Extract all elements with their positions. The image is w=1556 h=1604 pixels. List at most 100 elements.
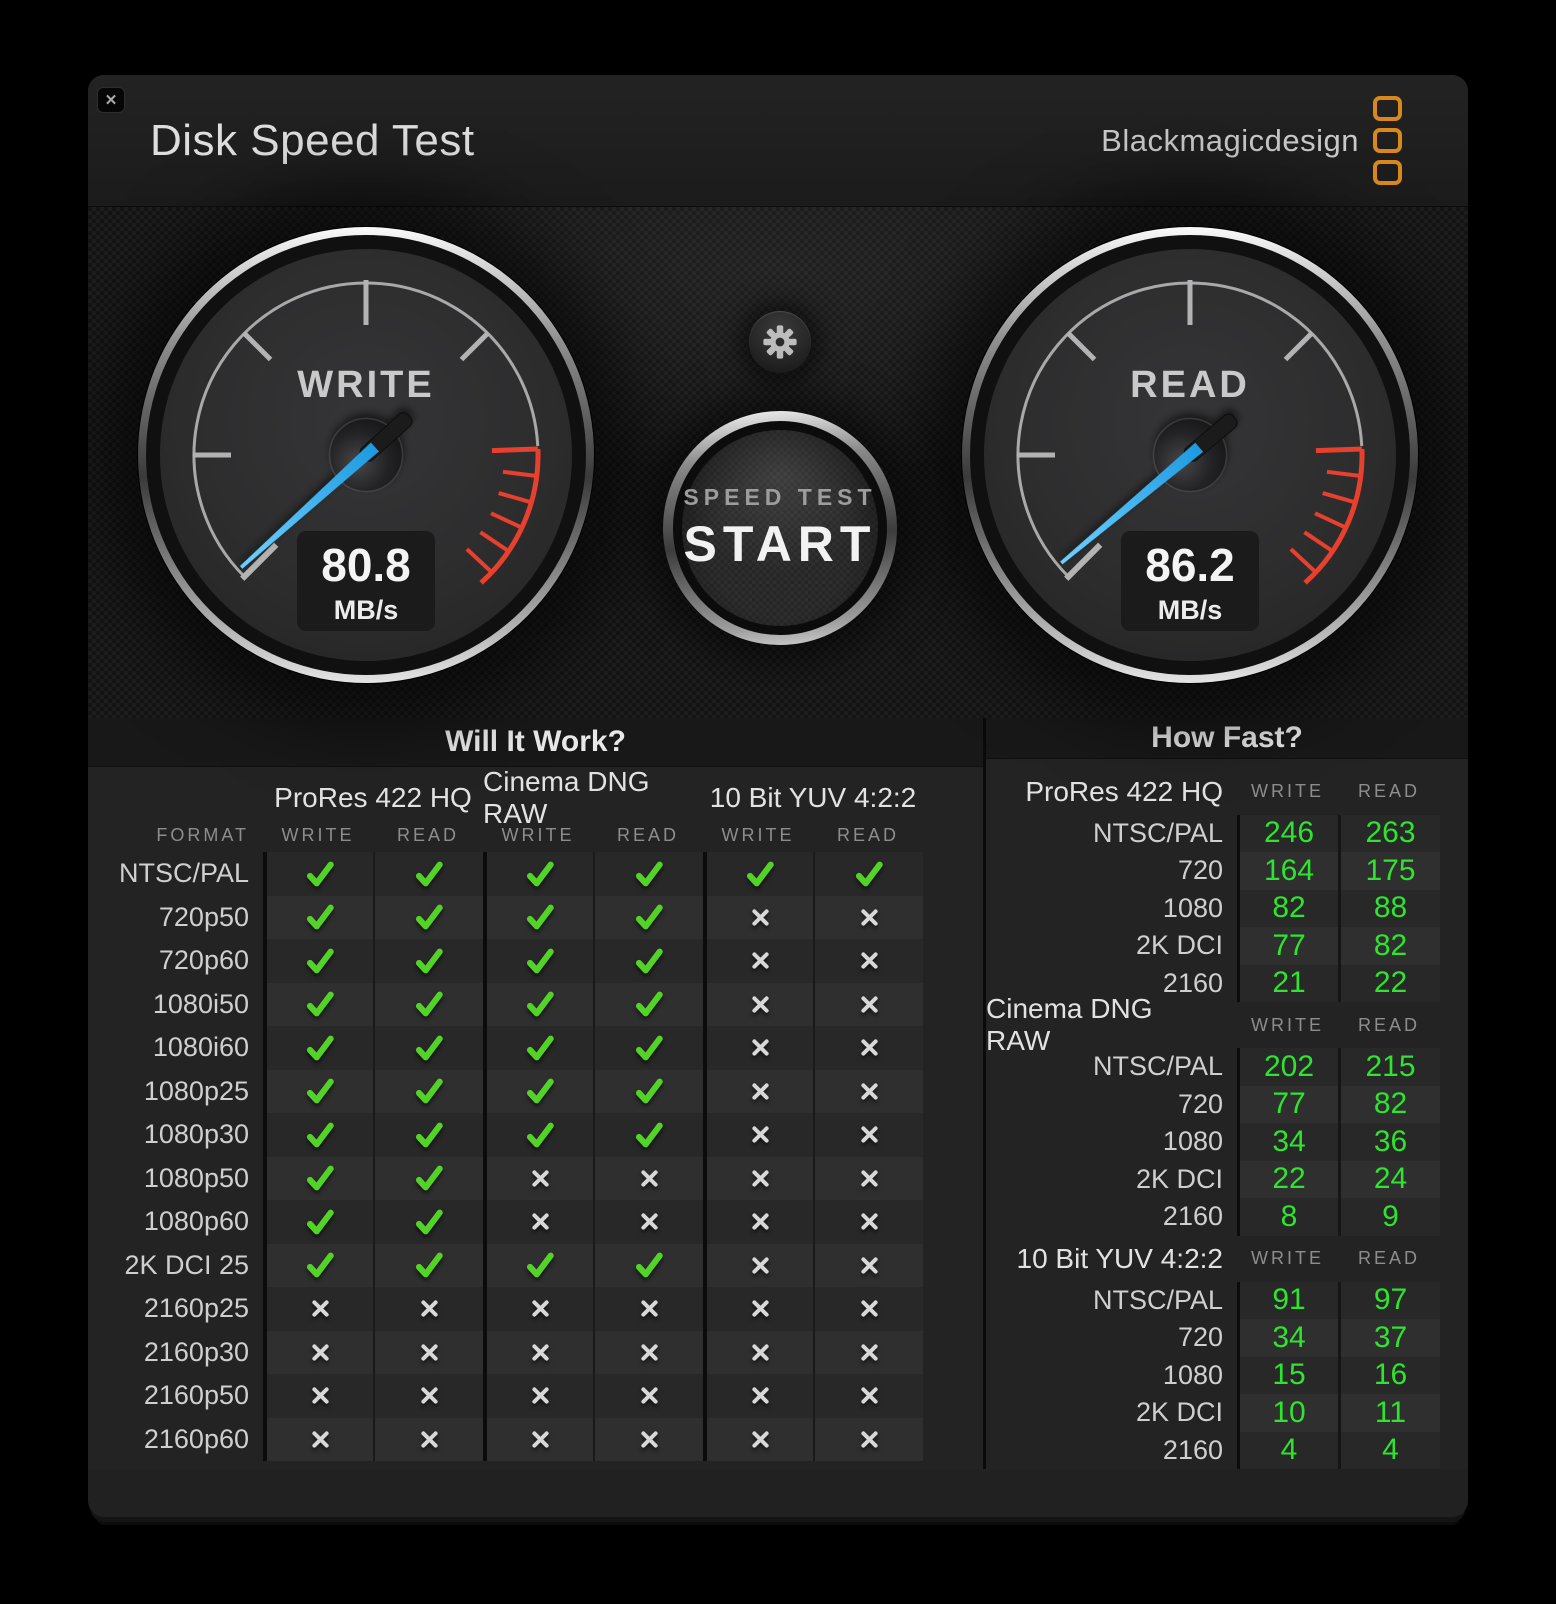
cross-icon bbox=[311, 1431, 329, 1448]
cross-icon bbox=[311, 1300, 329, 1317]
unsupported-cell bbox=[703, 1069, 813, 1113]
will-it-work-body: ProRes 422 HQ Cinema DNG RAW 10 Bit YUV 4:… bbox=[88, 766, 983, 1469]
supported-cell bbox=[483, 1026, 593, 1070]
write-speed-value: 80.8 bbox=[321, 539, 411, 591]
unsupported-cell bbox=[483, 1287, 593, 1331]
codec-group-label: 10 Bit YUV 4:2:2 bbox=[709, 782, 917, 813]
blackmagic-logo-text: Blackmagicdesign bbox=[1101, 122, 1359, 158]
read-column-header: READ bbox=[1357, 1248, 1420, 1268]
unsupported-cell bbox=[703, 939, 813, 983]
cross-icon bbox=[751, 1126, 769, 1143]
write-column-header: WRITE bbox=[1251, 781, 1324, 801]
format-label: 2K DCI bbox=[1135, 1163, 1223, 1194]
unsupported-cell bbox=[373, 1287, 483, 1331]
cross-icon bbox=[311, 1344, 329, 1361]
check-icon bbox=[526, 1035, 554, 1061]
supported-cell bbox=[593, 852, 703, 896]
unsupported-cell bbox=[263, 1417, 373, 1461]
cross-icon bbox=[531, 1431, 549, 1448]
gauge-section: WRITE 80.8 MB/s bbox=[88, 207, 1468, 718]
cross-icon bbox=[420, 1344, 438, 1361]
how-fast-header-bar: How Fast? bbox=[986, 718, 1468, 759]
write-speed-cell: 15 bbox=[1237, 1356, 1338, 1394]
write-speed-cell: 22 bbox=[1237, 1160, 1338, 1198]
cross-icon bbox=[860, 1170, 878, 1187]
unsupported-cell bbox=[593, 1417, 703, 1461]
check-icon bbox=[415, 1165, 443, 1191]
how-fast-grid: ProRes 422 HQ WRITE READ NTSC/PAL 246 263 720 1… bbox=[986, 769, 1468, 1469]
write-speed-unit: MB/s bbox=[334, 595, 399, 625]
supported-cell bbox=[593, 1113, 703, 1157]
start-button-face: SPEED TEST START bbox=[682, 430, 878, 626]
read-speed-value: 86.2 bbox=[1145, 539, 1235, 591]
cross-icon bbox=[420, 1387, 438, 1404]
write-speed-cell: 202 bbox=[1237, 1048, 1338, 1086]
supported-cell bbox=[373, 895, 483, 939]
check-icon bbox=[306, 1209, 334, 1235]
read-speed-cell: 16 bbox=[1338, 1356, 1440, 1394]
unsupported-cell bbox=[703, 1287, 813, 1331]
cross-icon bbox=[531, 1387, 549, 1404]
format-label: 1080p30 bbox=[143, 1119, 249, 1150]
cross-icon bbox=[860, 996, 878, 1013]
cross-icon bbox=[640, 1387, 658, 1404]
supported-cell bbox=[483, 1113, 593, 1157]
unsupported-cell bbox=[813, 895, 923, 939]
write-speed-cell: 164 bbox=[1237, 852, 1338, 890]
supported-cell bbox=[593, 939, 703, 983]
check-icon bbox=[415, 1122, 443, 1148]
check-icon bbox=[415, 1078, 443, 1104]
supported-cell bbox=[373, 1156, 483, 1200]
format-label: 1080 bbox=[1162, 1126, 1223, 1157]
supported-cell bbox=[483, 895, 593, 939]
read-speed-cell: 175 bbox=[1338, 852, 1440, 890]
supported-cell bbox=[703, 852, 813, 896]
write-gauge-label: WRITE bbox=[297, 364, 434, 406]
close-button[interactable]: ✕ bbox=[97, 87, 125, 113]
cross-icon bbox=[640, 1170, 658, 1187]
supported-cell bbox=[593, 895, 703, 939]
start-button[interactable]: SPEED TEST START bbox=[663, 411, 897, 645]
unsupported-cell bbox=[483, 1330, 593, 1374]
cross-icon bbox=[420, 1300, 438, 1317]
write-column-header: WRITE bbox=[1251, 1248, 1324, 1268]
check-icon bbox=[415, 1209, 443, 1235]
write-speed-cell: 91 bbox=[1237, 1281, 1338, 1319]
logo-square bbox=[1373, 128, 1402, 153]
unsupported-cell bbox=[703, 1200, 813, 1244]
write-column-header: WRITE bbox=[721, 825, 795, 845]
start-label: START bbox=[683, 515, 877, 572]
unsupported-cell bbox=[703, 1243, 813, 1287]
supported-cell bbox=[483, 1243, 593, 1287]
read-speed-cell: 36 bbox=[1338, 1123, 1440, 1161]
gear-icon bbox=[763, 325, 797, 359]
read-column-header: READ bbox=[836, 825, 899, 845]
check-icon bbox=[635, 904, 663, 930]
read-speed-cell: 9 bbox=[1338, 1198, 1440, 1236]
write-speed-cell: 77 bbox=[1237, 1085, 1338, 1123]
read-speed-cell: 97 bbox=[1338, 1281, 1440, 1319]
check-icon bbox=[306, 1035, 334, 1061]
blackmagic-logo: Blackmagicdesign bbox=[1101, 96, 1402, 185]
cross-icon bbox=[531, 1213, 549, 1230]
unsupported-cell bbox=[593, 1374, 703, 1418]
write-gauge-ticks bbox=[192, 280, 540, 581]
cross-icon bbox=[531, 1344, 549, 1361]
check-icon bbox=[306, 1122, 334, 1148]
supported-cell bbox=[263, 852, 373, 896]
settings-button[interactable] bbox=[749, 311, 811, 373]
title-bar: Disk Speed Test Blackmagicdesign bbox=[88, 75, 1468, 207]
check-icon bbox=[306, 1078, 334, 1104]
supported-cell bbox=[593, 982, 703, 1026]
codec-group-label: ProRes 422 HQ bbox=[1025, 775, 1223, 807]
supported-cell bbox=[373, 1113, 483, 1157]
supported-cell bbox=[373, 852, 483, 896]
format-label: NTSC/PAL bbox=[1092, 817, 1223, 848]
supported-cell bbox=[263, 1026, 373, 1070]
check-icon bbox=[635, 861, 663, 887]
write-speed-cell: 34 bbox=[1237, 1123, 1338, 1161]
unsupported-cell bbox=[483, 1417, 593, 1461]
cross-icon bbox=[860, 1213, 878, 1230]
unsupported-cell bbox=[703, 895, 813, 939]
write-gauge-redline bbox=[465, 446, 541, 585]
